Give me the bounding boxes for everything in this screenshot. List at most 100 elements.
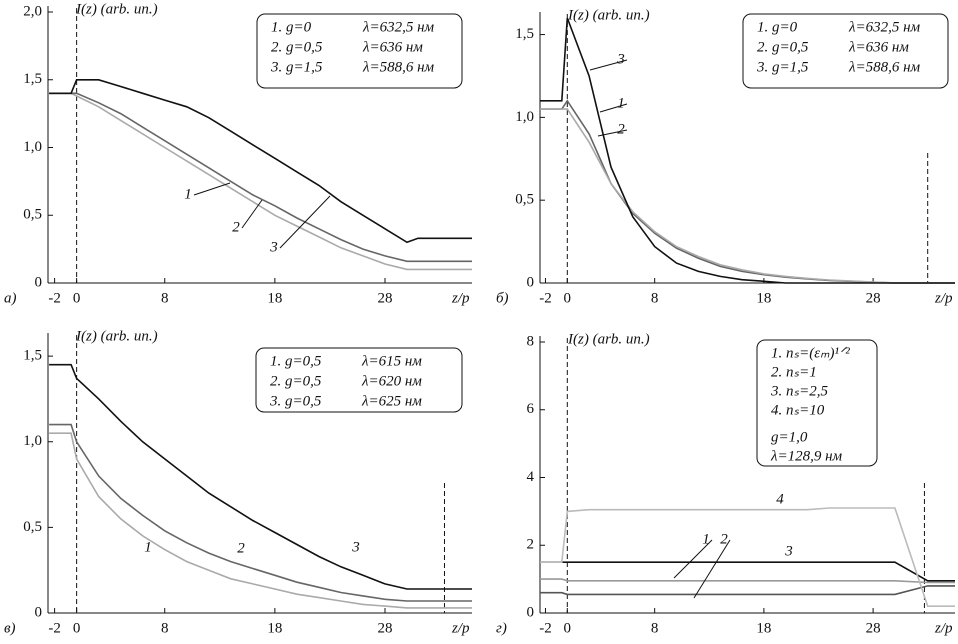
x-tick-label: 18	[756, 290, 771, 306]
panel-label: г)	[496, 620, 507, 636]
x-tick-label: 0	[73, 620, 81, 636]
x-tick-label: 0	[73, 290, 81, 306]
series-line	[540, 507, 955, 607]
y-axis-label: I(z) (arb. un.)	[75, 328, 158, 344]
legend-text: λ=128,9 нм	[770, 448, 843, 464]
label-leader	[599, 103, 628, 113]
y-tick-label: 1,5	[515, 26, 534, 42]
y-tick-label: 1,0	[23, 433, 42, 449]
legend-text: 4. nₛ=10	[771, 402, 825, 418]
x-axis-label: z/p	[451, 620, 470, 636]
y-tick-label: 1,5	[23, 348, 42, 364]
x-tick-label: 28	[377, 620, 392, 636]
label-leader	[241, 199, 263, 229]
series-line	[49, 432, 472, 609]
legend-text: 2. nₛ=1	[771, 364, 817, 380]
legend-box	[255, 347, 463, 413]
legend-text: 1. g=0	[757, 19, 798, 35]
x-axis-label: z/p	[934, 620, 953, 636]
curve-label: 1	[144, 539, 152, 555]
series-line	[540, 17, 955, 284]
legend-text: λ=632,5 нм	[362, 19, 435, 35]
series-line	[540, 108, 955, 284]
y-axis-label: I(z) (arb. un.)	[567, 331, 650, 347]
label-leader	[193, 182, 231, 196]
curve-label: 2	[237, 540, 245, 556]
x-tick-label: 18	[756, 620, 771, 636]
x-tick-label: -2	[48, 620, 61, 636]
y-tick-label: 0	[35, 604, 43, 620]
curve-label: 4	[776, 491, 784, 507]
legend-text: 2. g=0,5	[271, 39, 323, 55]
legend-text: g=1,0	[771, 429, 808, 445]
x-tick-label: 28	[866, 620, 881, 636]
legend-box	[756, 339, 878, 467]
y-tick-label: 1,0	[23, 139, 42, 155]
legend-text: λ=620 нм	[361, 373, 422, 389]
label-leader	[589, 59, 628, 71]
x-tick-label: -2	[48, 290, 61, 306]
x-axis-label: z/p	[934, 290, 953, 306]
y-tick-label: 2,0	[23, 3, 42, 19]
series-line	[540, 578, 955, 584]
curve-label: 1	[184, 186, 192, 202]
x-tick-label: 0	[564, 290, 572, 306]
panel-label: б)	[496, 290, 509, 306]
x-tick-label: 8	[651, 290, 659, 306]
label-leader	[693, 539, 731, 599]
legend-text: λ=588,6 нм	[848, 59, 921, 75]
x-tick-label: 18	[267, 290, 282, 306]
legend-text: λ=636 нм	[848, 39, 909, 55]
y-axis-label: I(z) (arb. un.)	[567, 7, 650, 23]
curve-label: 1	[702, 531, 710, 547]
curve-label: 3	[351, 539, 360, 555]
legend-text: 3. g=0,5	[269, 393, 322, 409]
series-line	[540, 561, 955, 582]
x-tick-label: 8	[161, 620, 169, 636]
curve-label: 2	[232, 219, 240, 235]
legend-text: 3. g=1,5	[270, 59, 323, 75]
legend-text: 1. g=0	[271, 19, 312, 35]
legend-text: 3. nₛ=2,5	[770, 383, 828, 399]
y-tick-label: 1,5	[23, 71, 42, 87]
y-tick-label: 0	[527, 274, 535, 290]
x-tick-label: 0	[564, 620, 572, 636]
y-tick-label: 0,5	[515, 192, 534, 208]
legend-text: λ=625 нм	[361, 393, 422, 409]
label-leader	[673, 539, 713, 579]
legend-box	[742, 13, 949, 89]
y-axis-label: I(z) (arb. un.)	[75, 1, 158, 17]
curve-label: 1	[617, 95, 625, 111]
panel-label: а)	[4, 290, 17, 306]
x-tick-label: -2	[539, 620, 552, 636]
legend-text: 2. g=0,5	[270, 373, 322, 389]
curve-label: 2	[720, 531, 728, 547]
series-line	[540, 585, 955, 596]
curve-label: 2	[617, 121, 625, 137]
legend-box	[256, 13, 463, 89]
x-tick-label: 28	[866, 290, 881, 306]
legend-text: 2. g=0,5	[757, 39, 809, 55]
legend-text: λ=615 нм	[361, 353, 422, 369]
series-line	[49, 92, 472, 271]
series-line	[49, 92, 472, 263]
legend-text: 3. g=1,5	[756, 59, 809, 75]
y-tick-label: 2	[527, 537, 535, 553]
y-tick-label: 0,5	[23, 519, 42, 535]
x-tick-label: 18	[267, 620, 282, 636]
label-leader	[279, 195, 331, 249]
y-tick-label: 1,0	[515, 109, 534, 125]
series-line	[49, 79, 472, 244]
curve-label: 3	[616, 51, 625, 67]
legend-text: 1. g=0,5	[270, 353, 322, 369]
x-tick-label: 8	[161, 290, 169, 306]
legend-text: λ=588,6 нм	[362, 59, 435, 75]
y-tick-label: 8	[527, 333, 535, 349]
y-tick-label: 4	[527, 469, 535, 485]
y-tick-label: 0	[35, 274, 43, 290]
legend-text: λ=636 нм	[362, 39, 423, 55]
curve-label: 3	[784, 543, 793, 559]
curve-label: 3	[269, 239, 278, 255]
legend-text: λ=632,5 нм	[848, 19, 921, 35]
panel-label: в)	[4, 620, 16, 636]
